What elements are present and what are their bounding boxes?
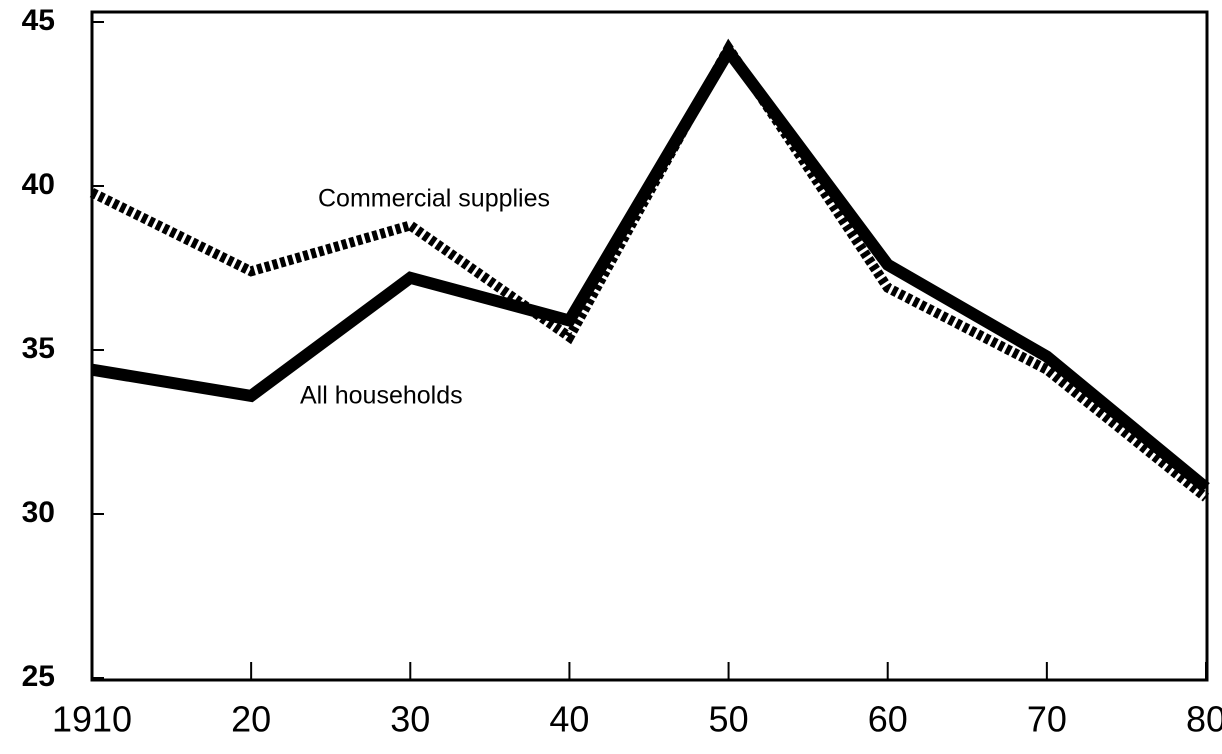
series-annotation: All households bbox=[300, 382, 463, 410]
y-tick-label: 45 bbox=[22, 4, 55, 37]
x-tick-label: 30 bbox=[390, 699, 430, 740]
y-tick-label: 40 bbox=[22, 168, 55, 201]
x-tick-label: 80 bbox=[1186, 699, 1222, 740]
y-tick-label: 35 bbox=[22, 332, 55, 365]
y-tick-label: 30 bbox=[22, 496, 55, 529]
x-tick-label: 50 bbox=[709, 699, 749, 740]
x-tick-label: 40 bbox=[549, 699, 589, 740]
x-tick-label: 60 bbox=[868, 699, 908, 740]
series-annotation: Commercial supplies bbox=[318, 185, 550, 213]
x-tick-label: 1910 bbox=[52, 699, 132, 740]
plot-frame bbox=[90, 10, 1209, 682]
x-tick-label: 20 bbox=[231, 699, 271, 740]
series-line bbox=[89, 38, 1210, 502]
y-tick-label: 25 bbox=[22, 660, 55, 693]
x-tick-label: 70 bbox=[1027, 699, 1067, 740]
